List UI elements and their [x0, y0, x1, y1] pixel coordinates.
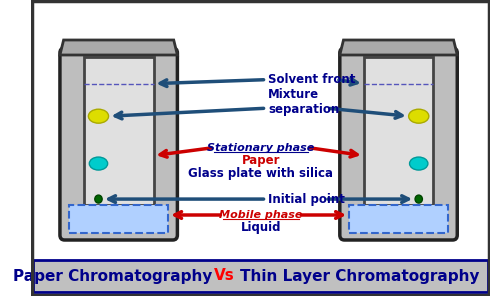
FancyBboxPatch shape	[60, 48, 178, 240]
Text: Paper: Paper	[242, 154, 280, 167]
Ellipse shape	[410, 157, 428, 170]
Text: Initial point: Initial point	[268, 193, 345, 206]
Text: Mixture
separation: Mixture separation	[268, 88, 340, 116]
Ellipse shape	[90, 157, 108, 170]
Bar	[349, 205, 448, 233]
FancyBboxPatch shape	[340, 48, 458, 240]
Bar	[69, 205, 168, 233]
Polygon shape	[340, 40, 458, 55]
Bar	[84, 57, 154, 205]
Bar	[34, 260, 488, 292]
Ellipse shape	[408, 109, 429, 123]
Text: Thin Layer Chromatography: Thin Layer Chromatography	[240, 268, 480, 284]
Circle shape	[95, 195, 102, 203]
Polygon shape	[60, 40, 178, 55]
Text: Glass plate with silica: Glass plate with silica	[188, 167, 334, 180]
Circle shape	[415, 195, 422, 203]
Text: Paper Chromatography: Paper Chromatography	[12, 268, 212, 284]
Text: Vs: Vs	[214, 268, 234, 284]
Text: Solvent front: Solvent front	[268, 73, 356, 86]
Ellipse shape	[88, 109, 108, 123]
Text: Liquid: Liquid	[240, 221, 281, 234]
Bar	[364, 57, 434, 205]
Text: Mobile phase: Mobile phase	[219, 210, 302, 220]
Text: Stationary phase: Stationary phase	[208, 143, 314, 152]
